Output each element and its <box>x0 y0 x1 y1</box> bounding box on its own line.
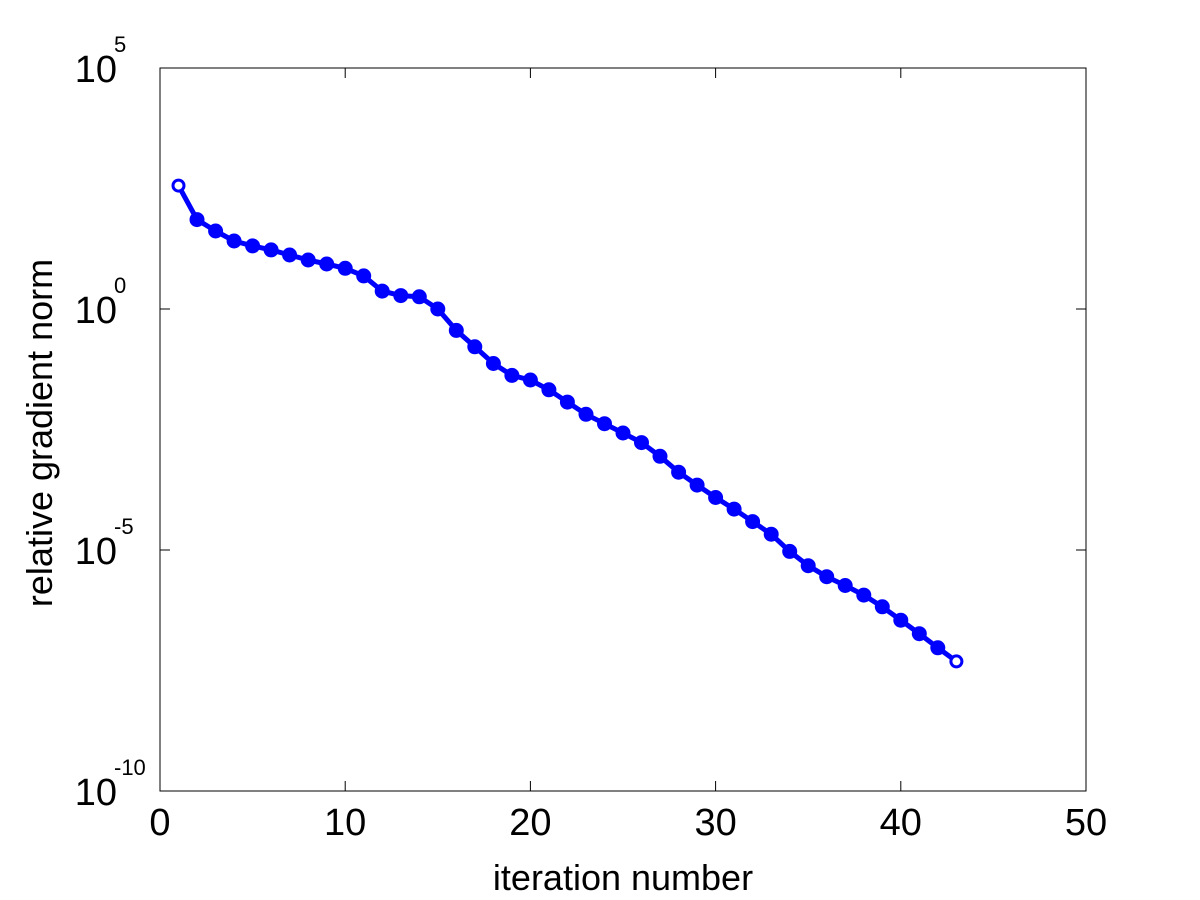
data-point <box>911 626 927 642</box>
y-tick-label: 10 <box>75 290 117 332</box>
series <box>171 178 964 669</box>
data-point <box>745 514 761 530</box>
y-tick-label: 10 <box>75 49 117 91</box>
data-point <box>782 543 798 559</box>
x-tick-label: 20 <box>509 802 551 844</box>
data-point <box>559 394 575 410</box>
data-point <box>819 569 835 585</box>
data-point <box>615 425 631 441</box>
data-point <box>634 435 649 451</box>
data-point <box>522 372 538 388</box>
y-tick-label: 10 <box>75 531 117 573</box>
data-point <box>689 477 705 493</box>
y-tick-exponent: -5 <box>114 514 134 539</box>
data-point <box>171 178 186 193</box>
data-point <box>485 356 501 371</box>
data-point <box>856 587 872 603</box>
data-point <box>800 558 816 574</box>
data-point <box>949 654 964 669</box>
x-tick-label: 30 <box>694 802 736 844</box>
data-point <box>671 464 687 480</box>
data-point <box>226 233 242 249</box>
data-point <box>930 640 946 656</box>
data-point <box>374 283 390 299</box>
data-point <box>189 212 205 228</box>
data-point <box>467 339 483 355</box>
x-tick-label: 0 <box>149 802 170 844</box>
data-point <box>578 406 594 422</box>
data-point <box>393 288 409 304</box>
data-point <box>245 238 261 254</box>
x-tick-label: 40 <box>880 802 922 844</box>
x-tick-label: 50 <box>1065 802 1107 844</box>
data-point <box>874 599 890 615</box>
y-axis-label: relative gradient norm <box>19 259 60 607</box>
data-point <box>541 382 557 398</box>
data-point <box>652 448 668 464</box>
x-axis-label: iteration number <box>493 857 753 898</box>
data-point <box>282 247 298 263</box>
data-point <box>893 612 909 628</box>
data-point <box>597 416 612 432</box>
data-point <box>337 260 353 276</box>
y-tick-label: 10 <box>75 772 117 814</box>
data-point <box>708 490 724 505</box>
x-tick-label: 10 <box>324 802 366 844</box>
y-tick-exponent: 5 <box>114 32 126 57</box>
data-point <box>504 367 520 383</box>
data-point <box>726 501 742 517</box>
data-point <box>763 526 779 542</box>
data-point <box>208 223 224 239</box>
data-point <box>319 256 335 272</box>
y-tick-exponent: 0 <box>114 273 126 298</box>
data-point <box>430 301 446 317</box>
data-point <box>300 252 316 268</box>
data-point <box>356 268 372 284</box>
data-point <box>411 289 427 305</box>
y-tick-exponent: -10 <box>114 755 146 780</box>
data-point <box>448 322 464 338</box>
data-point <box>837 578 853 593</box>
data-point <box>263 242 279 258</box>
